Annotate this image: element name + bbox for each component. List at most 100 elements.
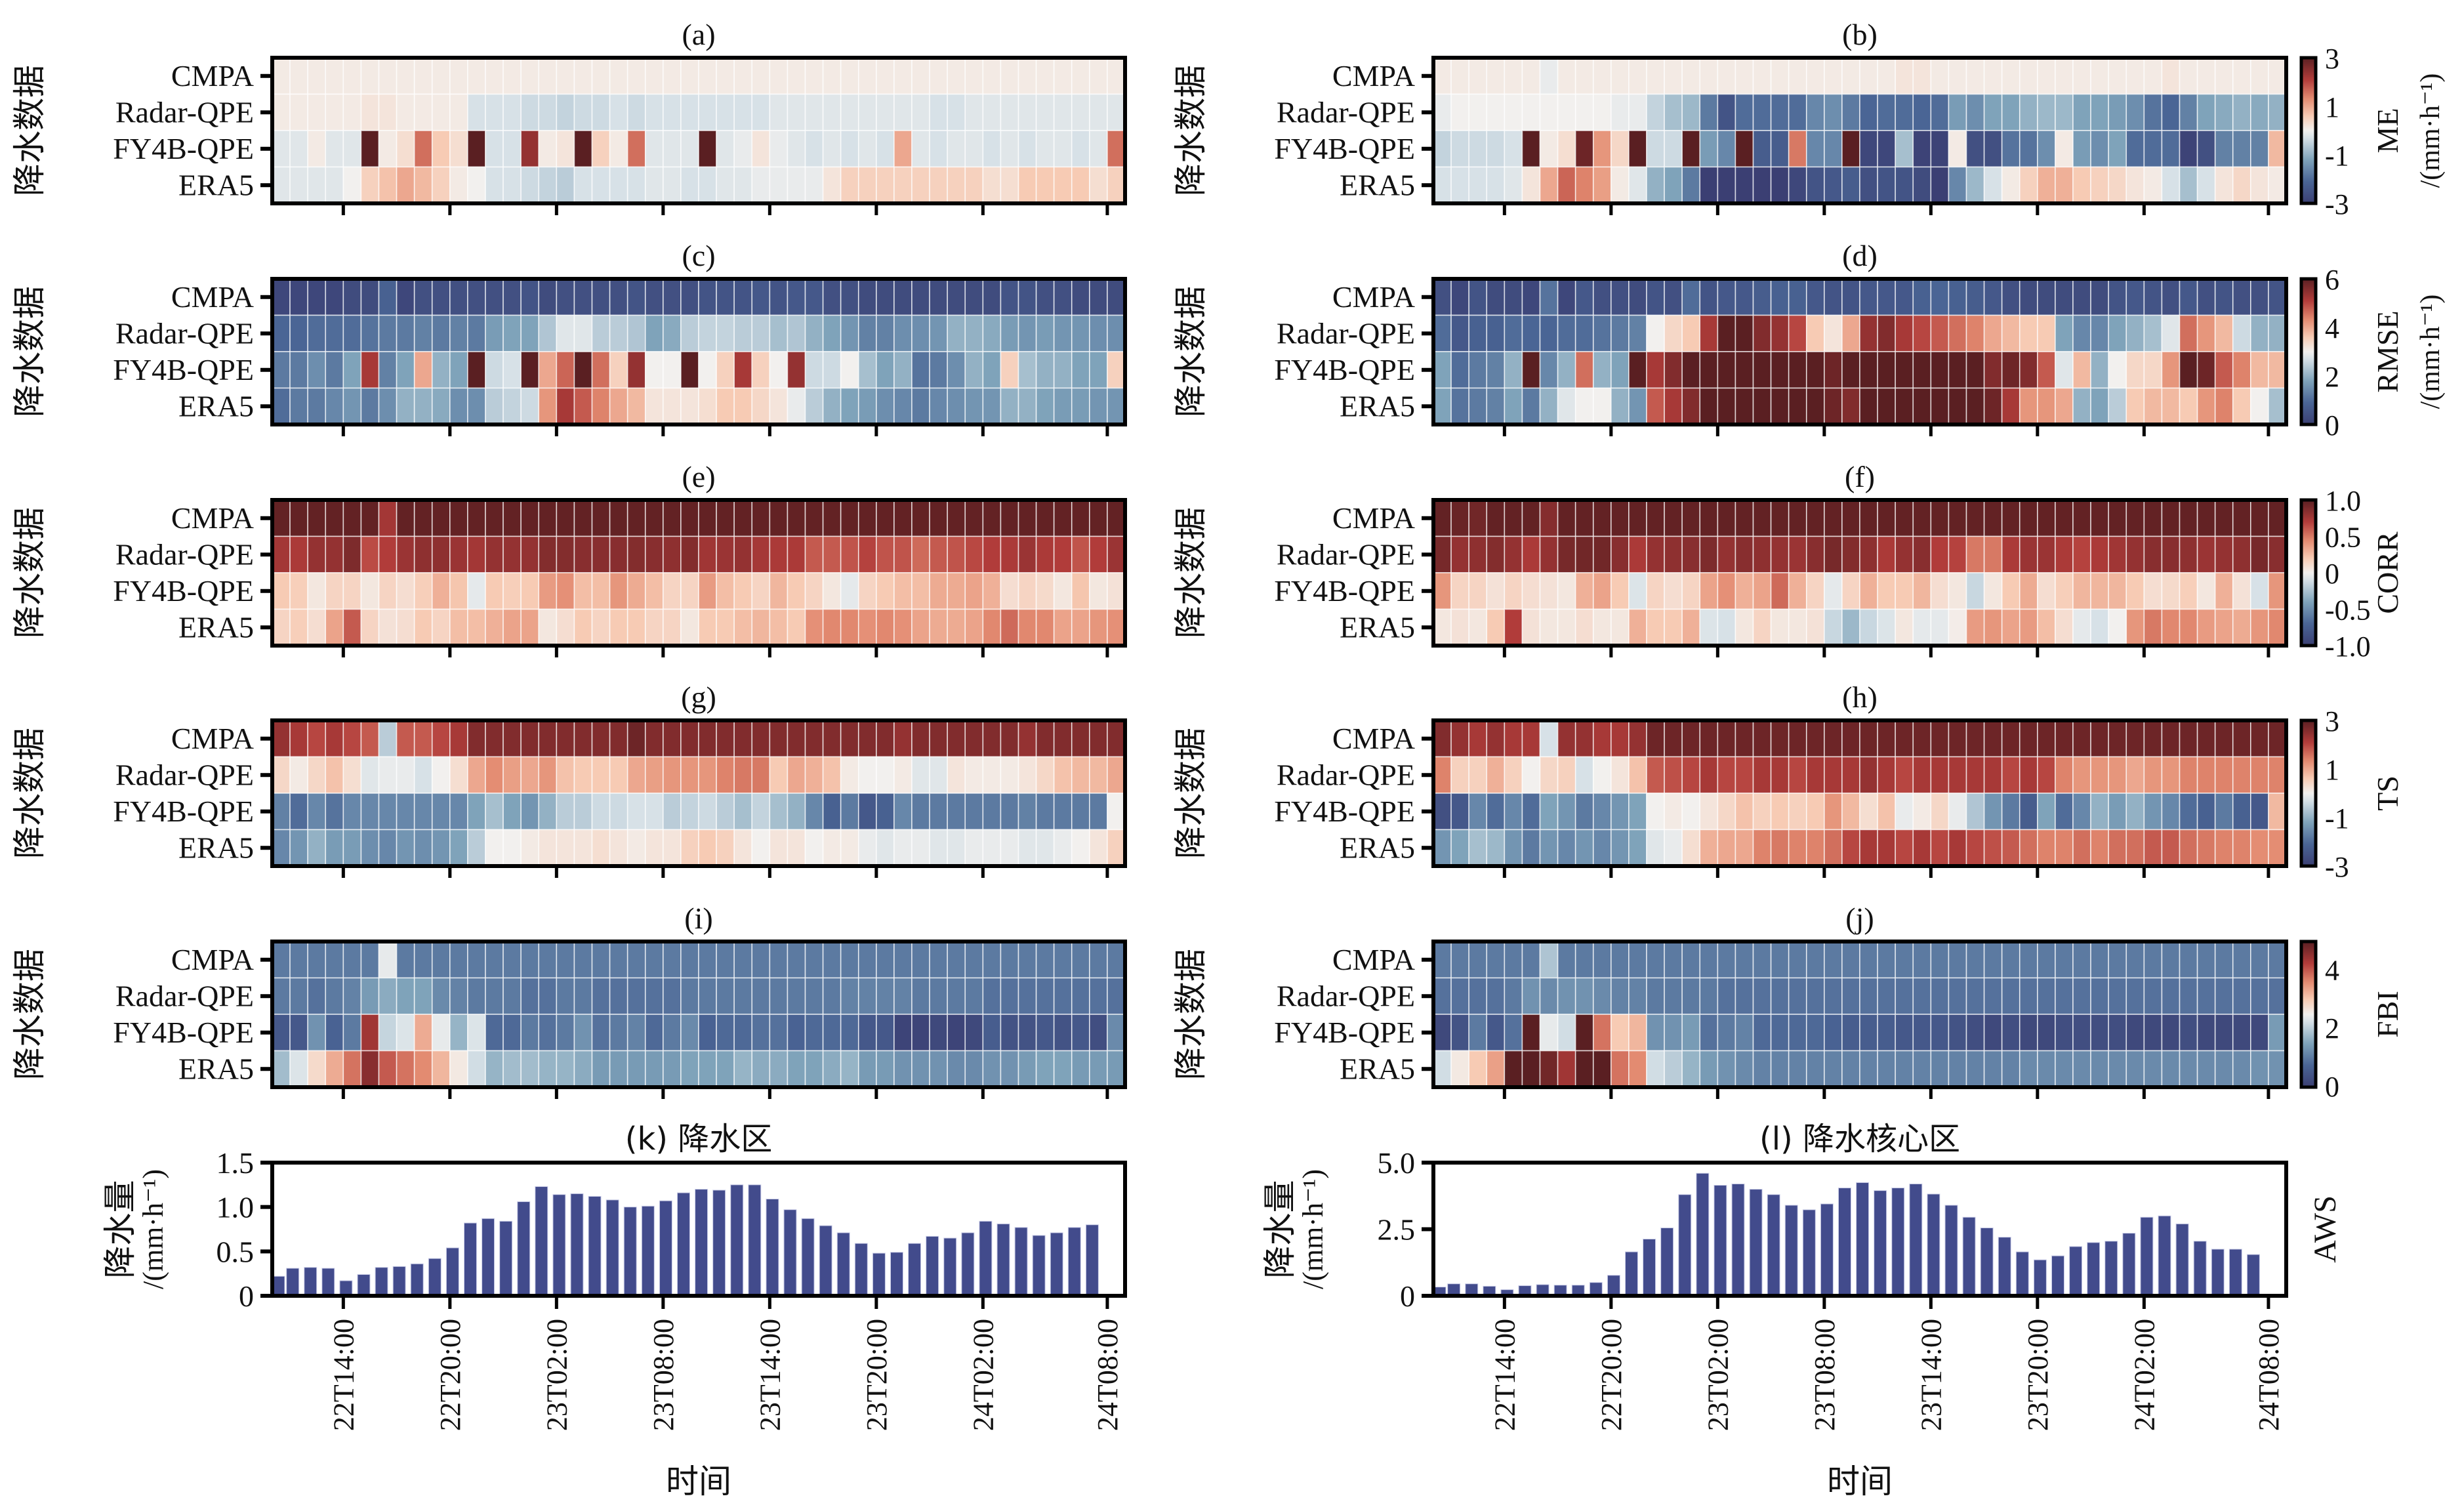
heatmap-cell xyxy=(680,535,699,573)
heatmap-cell xyxy=(2179,93,2198,131)
heatmap-cell xyxy=(485,535,504,573)
heatmap-cell xyxy=(626,977,646,1015)
heatmap-cell xyxy=(1877,1050,1896,1088)
heatmap-cell xyxy=(1071,977,1090,1015)
heatmap-cell xyxy=(556,387,575,425)
heatmap-cell xyxy=(1071,793,1090,831)
y-tick-label: 2.5 xyxy=(1378,1213,1416,1247)
heatmap-cell xyxy=(929,278,948,316)
heatmap-cell xyxy=(1788,1014,1807,1052)
heatmap-cell xyxy=(663,130,682,168)
heatmap-cell xyxy=(342,499,362,537)
heatmap-cell xyxy=(1053,535,1073,573)
heatmap-cell xyxy=(1699,314,1719,352)
heatmap-cell xyxy=(893,351,913,389)
heatmap-cell xyxy=(1824,499,1843,537)
heatmap-cell xyxy=(325,535,344,573)
heatmap-cell xyxy=(449,166,468,204)
bar xyxy=(1909,1183,1923,1296)
heatmap-cell xyxy=(2196,829,2216,867)
heatmap-cell xyxy=(716,608,735,646)
heatmap-cell xyxy=(2232,756,2251,794)
heatmap-cell xyxy=(680,941,699,979)
heatmap-cell xyxy=(467,278,486,316)
heatmap-cell xyxy=(680,166,699,204)
x-tick-label: 23T02:00 xyxy=(541,1319,573,1431)
heatmap-cell xyxy=(626,1014,646,1052)
heatmap-cell xyxy=(2125,941,2145,979)
heatmap-cell xyxy=(378,93,398,131)
heatmap-cell xyxy=(538,57,558,95)
heatmap-cell xyxy=(307,1014,327,1052)
heatmap-cell xyxy=(325,314,344,352)
heatmap-cell xyxy=(1895,499,1914,537)
bar xyxy=(1032,1235,1046,1296)
heatmap-cell xyxy=(787,387,806,425)
colorbar-tick-label: 0.5 xyxy=(2325,522,2361,554)
heatmap-cell xyxy=(1841,756,1860,794)
heatmap-cell xyxy=(1071,829,1090,867)
heatmap-cell xyxy=(1912,793,1932,831)
heatmap-cell xyxy=(467,535,486,573)
heatmap-cell xyxy=(2232,941,2251,979)
heatmap-cell xyxy=(556,535,575,573)
colorbar-tick-label: 1 xyxy=(2325,91,2339,123)
heatmap-cell xyxy=(822,166,842,204)
heatmap-cell xyxy=(929,720,948,758)
heatmap-cell xyxy=(1752,499,1772,537)
heatmap-cell xyxy=(787,608,806,646)
heatmap-cell xyxy=(929,93,948,131)
heatmap-cell xyxy=(2001,535,2021,573)
heatmap-cell xyxy=(1824,535,1843,573)
heatmap-cell xyxy=(431,756,451,794)
heatmap-cell xyxy=(1574,572,1594,610)
heatmap-cell xyxy=(1699,720,1719,758)
heatmap-cell xyxy=(1071,608,1090,646)
heatmap-cell xyxy=(2179,166,2198,204)
heatmap-cell xyxy=(857,314,877,352)
heatmap-cell xyxy=(1521,793,1541,831)
heatmap-cell xyxy=(840,166,859,204)
heatmap-cell xyxy=(822,1014,842,1052)
heatmap-cell xyxy=(698,756,717,794)
heatmap-cell xyxy=(2232,278,2251,316)
heatmap-cell xyxy=(982,977,1002,1015)
heatmap-cell xyxy=(2232,130,2251,168)
heatmap-cell xyxy=(2055,93,2074,131)
heatmap-cell xyxy=(1592,130,1612,168)
heatmap-cell xyxy=(431,829,451,867)
heatmap-cell xyxy=(787,278,806,316)
heatmap-cell xyxy=(893,535,913,573)
heatmap-cell xyxy=(378,1050,398,1088)
x-tick-label: 22T14:00 xyxy=(327,1319,359,1431)
heatmap-f: (f)CMPARadar-QPEFY4B-QPEERA5降水数据1.00.50-… xyxy=(1172,460,2404,663)
heatmap-cell xyxy=(1628,941,1647,979)
heatmap-cell xyxy=(1557,829,1576,867)
heatmap-cell xyxy=(1035,977,1055,1015)
heatmap-cell xyxy=(804,1050,824,1088)
heatmap-cell xyxy=(520,756,540,794)
bar xyxy=(623,1207,637,1296)
heatmap-cell xyxy=(396,351,415,389)
heatmap-cell xyxy=(1965,93,1985,131)
heatmap-cell xyxy=(698,608,717,646)
heatmap-cell xyxy=(1983,57,2003,95)
heatmap-cell xyxy=(325,499,344,537)
heatmap-cell xyxy=(840,720,859,758)
heatmap-cell xyxy=(1468,387,1488,425)
bar xyxy=(464,1222,477,1296)
heatmap-cell xyxy=(1628,278,1647,316)
heatmap-cell xyxy=(840,1014,859,1052)
heatmap-cell xyxy=(556,1050,575,1088)
heatmap-cell xyxy=(1859,499,1878,537)
heatmap-cell xyxy=(2214,829,2234,867)
row-axis-label: 降水数据 xyxy=(10,728,49,859)
heatmap-cell xyxy=(840,608,859,646)
heatmap-cell xyxy=(413,166,433,204)
heatmap-cell xyxy=(1017,941,1037,979)
heatmap-cell xyxy=(733,977,753,1015)
heatmap-cell xyxy=(822,756,842,794)
heatmap-cell xyxy=(2072,941,2091,979)
heatmap-cell xyxy=(787,829,806,867)
heatmap-cell xyxy=(2090,829,2109,867)
